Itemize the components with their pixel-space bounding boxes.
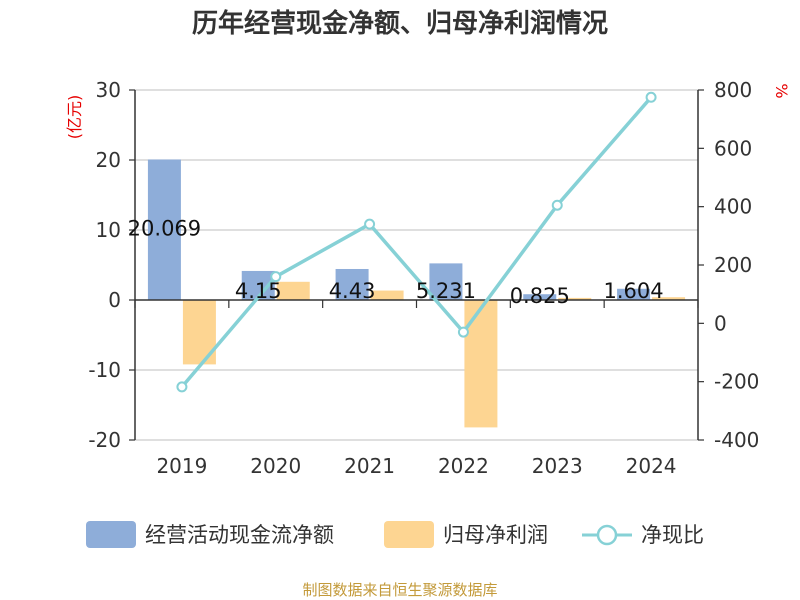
x-tick-label: 2023 (532, 454, 583, 478)
legend-swatch-cashflow (86, 521, 136, 548)
chart-title: 历年经营现金净额、归母净利润情况 (192, 8, 608, 39)
left-axis-unit: (亿元) (65, 95, 84, 140)
bar-net-profit (370, 290, 404, 300)
right-tick-label: 600 (714, 136, 752, 160)
ratio-point (364, 218, 376, 230)
right-tick-label: 800 (714, 78, 752, 102)
grid (135, 89, 698, 441)
left-tick-label: 30 (96, 78, 121, 102)
ratio-point (270, 271, 282, 283)
left-tick-label: -10 (88, 358, 121, 382)
ratio-point (645, 91, 657, 103)
legend-label-profit: 归母净利润 (443, 523, 548, 547)
left-tick-label: 0 (108, 288, 121, 312)
data-label-cashflow: 4.43 (329, 279, 376, 303)
right-tick-label: 400 (714, 195, 752, 219)
legend-marker-ratio (596, 524, 618, 546)
data-label-cashflow: 0.825 (510, 284, 570, 308)
bar-net-profit (652, 297, 686, 300)
right-tick-label: 0 (714, 311, 727, 335)
right-tick-label: 200 (714, 253, 752, 277)
ratio-line (180, 96, 653, 389)
left-tick-label: 20 (96, 148, 121, 172)
legend-label-ratio: 净现比 (641, 523, 704, 547)
bar-net-profit (276, 281, 310, 300)
bar-cashflow (429, 263, 463, 300)
x-tick-label: 2024 (626, 454, 677, 478)
bar-net-profit (558, 297, 592, 300)
ratio-point (176, 381, 188, 393)
ratio-point (551, 199, 563, 211)
bar-cashflow (147, 159, 181, 300)
right-axis-ticks: 800 600 400 200 0 -200 -400 (698, 78, 759, 452)
right-tick-label: -400 (714, 428, 759, 452)
data-labels: 20.069 4.15 4.43 5.231 0.825 1.604 (128, 217, 664, 308)
data-label-cashflow: 5.231 (416, 279, 476, 303)
left-tick-label: -20 (88, 428, 121, 452)
data-label-cashflow: 20.069 (128, 217, 201, 241)
ratio-point (457, 326, 469, 338)
data-label-cashflow: 4.15 (235, 279, 282, 303)
ratio-line-series (176, 91, 657, 393)
left-axis-ticks: 30 20 10 0 -10 -20 (88, 78, 135, 452)
bar-cashflow (617, 288, 651, 300)
axes (134, 90, 699, 440)
right-tick-label: -200 (714, 370, 759, 394)
legend-swatch-profit (384, 521, 434, 548)
source-note: 制图数据来自恒生聚源数据库 (302, 581, 497, 599)
data-label-cashflow: 1.604 (604, 279, 664, 303)
bar-cashflow (523, 294, 557, 300)
bar-net-profit (464, 300, 498, 428)
legend-label-cashflow: 经营活动现金流净额 (145, 523, 334, 547)
x-axis-ticks: 2019 2020 2021 2022 2023 2024 (156, 454, 676, 478)
bar-cashflow (335, 268, 369, 300)
x-tick-label: 2019 (156, 454, 207, 478)
right-axis-unit: % (772, 83, 791, 98)
x-tick-label: 2021 (344, 454, 395, 478)
x-tick-label: 2022 (438, 454, 489, 478)
x-tick-label: 2020 (250, 454, 301, 478)
left-tick-label: 10 (96, 218, 121, 242)
legend: 经营活动现金流净额 归母净利润 净现比 (86, 521, 704, 548)
